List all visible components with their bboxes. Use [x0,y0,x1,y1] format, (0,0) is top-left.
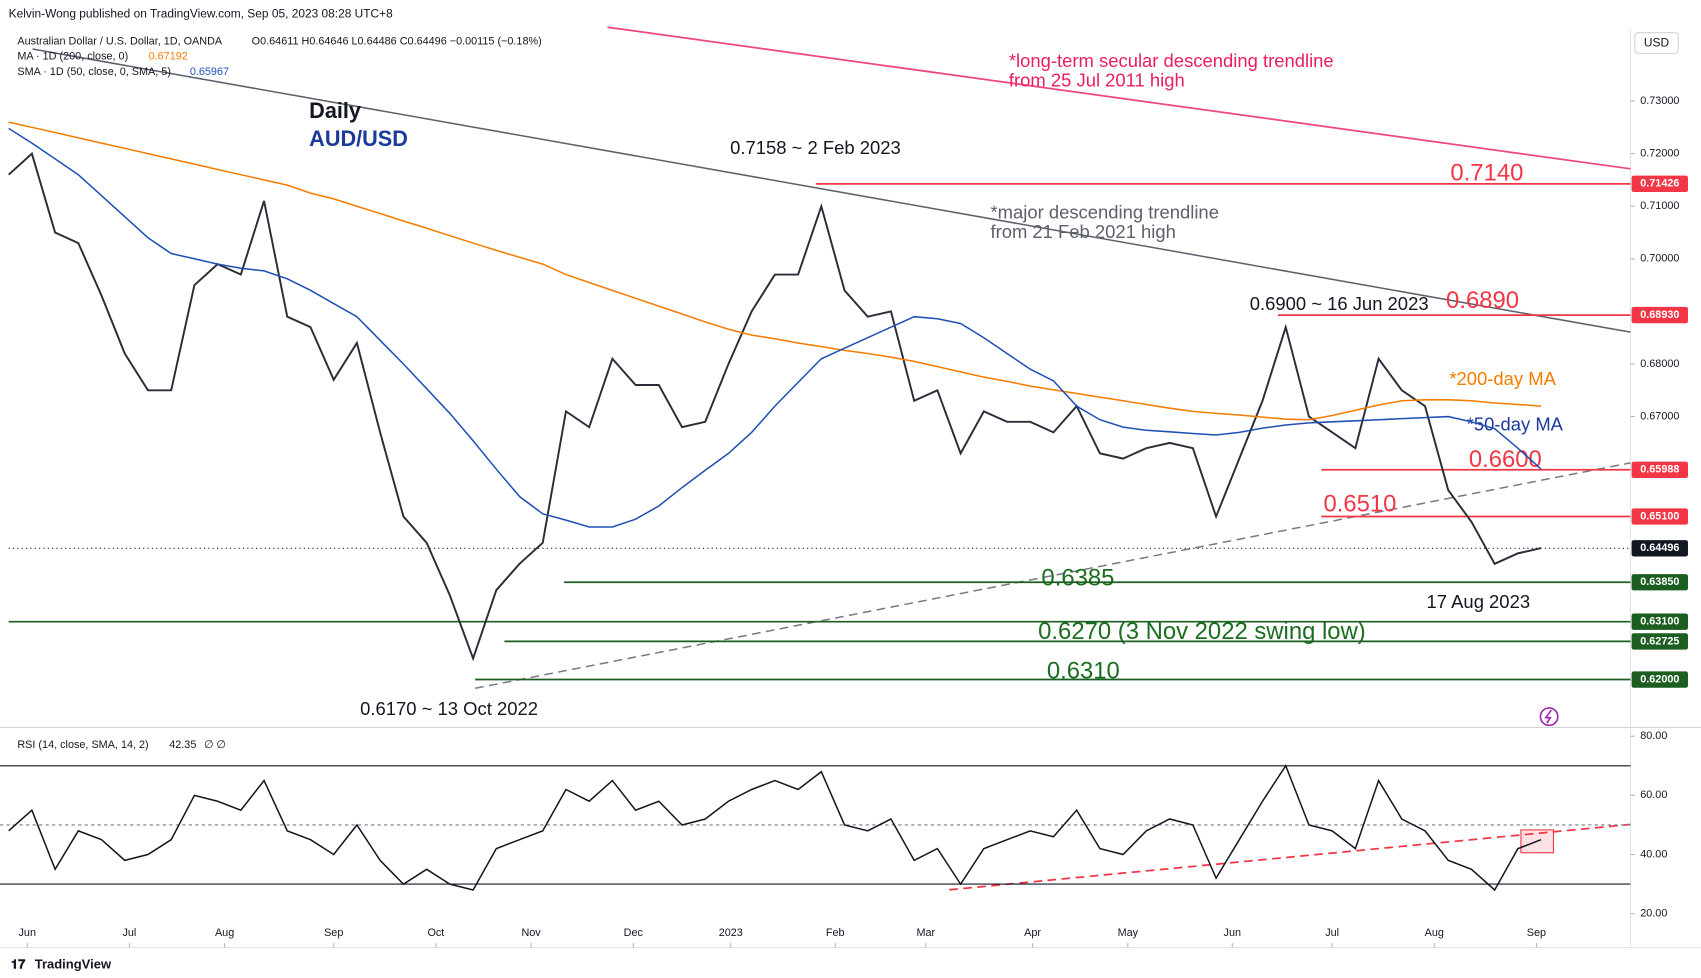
series-line [8,121,1542,421]
level-label-bg [1631,175,1688,192]
y-tick-label: 0.68000 [1640,358,1679,370]
level-label: 0.63100 [1640,616,1679,628]
level-label-bg [1631,306,1688,324]
series-line [8,127,1542,528]
annotation: *50-day MA [1467,414,1564,435]
level-label-bg [1631,461,1688,478]
annotation: 0.7140 [1450,160,1523,187]
x-tick-label: Sep [324,927,343,939]
x-tick-label: Aug [1425,927,1444,939]
level-label: 0.62725 [1640,635,1679,647]
y-tick-label: 0.67000 [1640,410,1679,422]
x-tick-label: Oct [427,927,444,939]
sma-label: SMA · 1D (50, close, 0, SMA, 5) [17,66,171,78]
y-tick-label: 40.00 [1640,848,1667,860]
level-label: 0.63850 [1640,576,1679,588]
level-label-bg [1631,508,1688,525]
x-tick-label: Sep [1527,927,1546,939]
level-label-bg [1631,633,1688,650]
annotation: 0.6890 [1446,287,1519,314]
series-line [8,151,1542,662]
support-trendline [475,462,1631,690]
x-tick-label: Jul [1325,927,1339,939]
level-label: 0.62000 [1640,673,1679,685]
level-label: 0.68930 [1640,309,1679,321]
x-tick-label: Feb [826,927,845,939]
alert-icon[interactable] [1539,707,1559,727]
currency: USD [1644,36,1670,50]
symbol: Australian Dollar / U.S. Dollar, 1D, OAN… [17,35,223,47]
x-tick-label: Dec [624,927,644,939]
level-label: 0.65988 [1640,464,1679,476]
x-tick-label: 2023 [719,927,743,939]
level-label: 0.65100 [1640,510,1679,522]
currency-button[interactable] [1634,32,1679,54]
x-tick-label: Mar [916,927,935,939]
alert-icon-bolt [1544,709,1552,724]
x-tick-label: Aug [215,927,234,939]
y-tick-label: 0.71000 [1640,200,1679,212]
annotation: 0.6385 [1041,565,1114,592]
annotation: from 25 Jul 2011 high [1009,70,1185,91]
y-tick-label: 0.73000 [1640,95,1679,107]
brand: TradingView [35,956,112,971]
major-trendline [32,48,1631,333]
annotation: AUD/USD [309,126,408,151]
ma-value: 0.67192 [149,50,188,62]
x-tick-label: Jul [122,927,136,939]
y-tick-label: 80.00 [1640,730,1667,742]
annotation: 17 Aug 2023 [1427,591,1531,612]
annotation: 0.7158 ~ 2 Feb 2023 [730,137,901,158]
level-label: 0.64496 [1640,542,1679,554]
secular-trendline [607,26,1631,170]
y-tick-label: 60.00 [1640,789,1667,801]
annotation: from 21 Feb 2021 high [990,221,1175,242]
rsi-trendline [949,823,1631,891]
x-tick-label: Jun [1224,927,1241,939]
sma-value: 0.65967 [190,66,229,78]
annotation: 0.6170 ~ 13 Oct 2022 [360,698,538,719]
level-label-bg [1631,671,1688,688]
y-tick-label: 0.70000 [1640,253,1679,265]
level-label-bg [1631,613,1688,630]
x-tick-label: Apr [1024,927,1041,939]
publisher: Kelvin-Wong published on TradingView.com… [9,6,393,20]
series-line [8,764,1542,892]
level-label: 0.71426 [1640,178,1679,190]
annotation: *200-day MA [1449,368,1556,389]
level-label-bg [1631,540,1688,557]
annotation: *major descending trendline [990,201,1219,222]
annotation: Daily [309,98,361,123]
annotation: 0.6510 [1323,491,1396,518]
x-tick-label: Jun [19,927,36,939]
y-tick-label: 20.00 [1640,908,1667,920]
rsi-label: RSI (14, close, SMA, 14, 2) [17,739,148,751]
ma-label: MA · 1D (200, close, 0) [17,50,128,62]
annotation: *long-term secular descending trendline [1009,50,1334,71]
x-tick-label: Nov [521,927,541,939]
x-tick-label: May [1118,927,1139,939]
rsi-extra: ∅ ∅ [204,739,226,751]
y-tick-label: 0.72000 [1640,147,1679,159]
ohlc: O0.64611 H0.64646 L0.64486 C0.64496 −0.0… [252,35,542,47]
rsi-value: 42.35 [169,739,196,751]
annotation: 0.6900 ~ 16 Jun 2023 [1250,293,1429,314]
brand-logo: 𝟏𝟕 [11,956,26,971]
level-label-bg [1631,574,1688,591]
